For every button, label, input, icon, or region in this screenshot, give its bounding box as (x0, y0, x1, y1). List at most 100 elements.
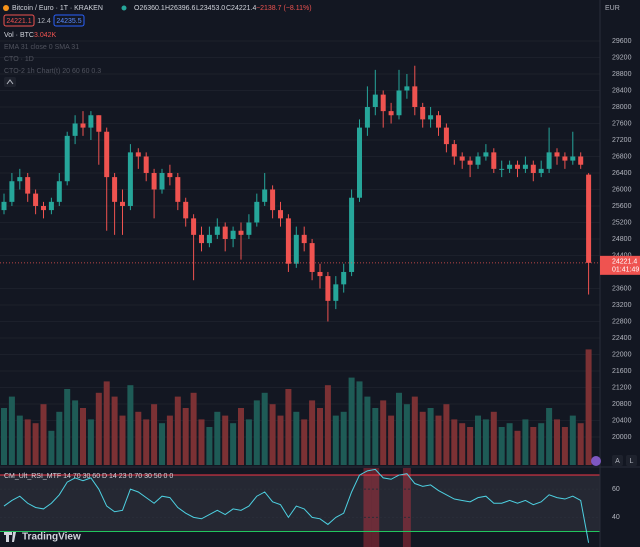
volume-bar (174, 396, 181, 465)
change: −2138.7 (−8.11%) (256, 5, 312, 12)
volume-bar (332, 415, 339, 465)
volume-bar (364, 396, 371, 465)
y-tick-label: 25200 (612, 219, 632, 226)
candle-body (246, 222, 252, 235)
candle-body (380, 94, 386, 112)
volume-bar (111, 396, 118, 465)
bid-box[interactable] (3, 14, 35, 27)
y-tick-label: 23600 (612, 285, 632, 292)
candle-body (349, 197, 355, 272)
volume-bar (151, 404, 158, 465)
brand: TradingView (4, 532, 81, 543)
volume-bar (293, 411, 300, 465)
volume-bar (348, 377, 355, 465)
y-tick-label: 29200 (612, 54, 632, 61)
candle-body (309, 243, 315, 272)
y-tick-label: 22400 (612, 335, 632, 342)
volume-bar (388, 415, 395, 465)
candle-body (404, 86, 410, 91)
y-tick-label: 20400 (612, 417, 632, 424)
volume-bar (396, 392, 402, 465)
y-tick-label: 21600 (612, 368, 632, 375)
volume-value: 3.042K (34, 32, 57, 39)
volume-bar (206, 427, 213, 465)
volume-bar (435, 415, 442, 465)
candle-body (104, 131, 110, 178)
indicator: CTO-2 1h Chart(t) 20 60 60 0.3 (4, 68, 101, 75)
candle-body (214, 226, 220, 235)
volume-bar (56, 411, 63, 465)
candle-body (222, 226, 228, 239)
candle-body (278, 210, 283, 219)
y-tick-label: 25600 (612, 203, 632, 210)
last-price-box (600, 255, 640, 275)
candle-body (515, 164, 520, 169)
volume-bar (569, 415, 576, 465)
volume-bar (135, 411, 142, 465)
candle-body (285, 218, 291, 264)
volume-bar (214, 411, 221, 465)
candle-body (167, 172, 173, 178)
bid[interactable]: 24221.1 (6, 18, 31, 25)
ask[interactable]: 24235.5 (56, 18, 81, 25)
volume-bar (475, 415, 481, 465)
currency[interactable]: EUR (605, 5, 620, 12)
replay-icon[interactable] (591, 456, 601, 466)
candle-body (364, 106, 370, 128)
candle-body (183, 201, 189, 219)
candle-body (301, 234, 307, 244)
candle-body (357, 127, 362, 198)
volume-bar (340, 411, 347, 465)
candle-body (9, 181, 15, 202)
symbol: Bitcoin / Euro · 1T · KRAKEN (12, 5, 103, 12)
volume-bar (198, 419, 205, 465)
candle-body (262, 189, 268, 202)
candle-body (570, 156, 576, 161)
volume-bar (64, 389, 71, 465)
rsi-title: CM_Ult_RSI_MTF 14 70 30 60 D 14 23 0 70 … (4, 473, 173, 480)
candle-body (48, 201, 54, 211)
volume-bar (48, 430, 55, 465)
candle-body (41, 205, 46, 211)
candle-body (96, 115, 102, 132)
candle-body (333, 284, 339, 301)
volume-bar (301, 419, 308, 465)
candle-body (372, 94, 378, 107)
ask-box[interactable] (53, 14, 85, 27)
candle-body (325, 276, 331, 301)
candle-body (459, 156, 465, 161)
y-tick-label: 28400 (612, 87, 632, 94)
ohlc-low: L23453.0 (196, 5, 225, 12)
candle-body (64, 135, 70, 182)
y-tick-label: 20800 (612, 401, 632, 408)
candle-body (475, 156, 481, 165)
y-tick-label: 40 (612, 514, 620, 521)
candle-body (1, 201, 7, 211)
candle-body (88, 115, 94, 128)
log-button[interactable] (626, 455, 637, 466)
collapse-button[interactable] (4, 77, 16, 87)
candle-body (499, 168, 505, 170)
y-tick-label: 28800 (612, 71, 632, 78)
collapse-icon (6, 79, 14, 85)
volume-bar (253, 400, 260, 465)
brand-logo (4, 532, 16, 542)
volume-bar (427, 408, 434, 465)
volume-bar (40, 404, 47, 465)
symbol-icon (3, 5, 9, 11)
auto-button[interactable] (612, 455, 623, 466)
volume-bar (238, 408, 244, 465)
volume-bar (16, 415, 23, 465)
volume-bar (245, 419, 252, 465)
y-tick-label: 27200 (612, 137, 632, 144)
log-label[interactable]: L (630, 458, 634, 465)
candle-body (120, 201, 125, 206)
auto-label[interactable]: A (615, 458, 620, 465)
volume-bar (459, 423, 466, 465)
y-tick-label: 22000 (612, 351, 632, 358)
candle-body (396, 90, 402, 116)
candle-body (293, 234, 299, 264)
rsi-line (3, 468, 590, 543)
y-tick-label: 22800 (612, 318, 632, 325)
